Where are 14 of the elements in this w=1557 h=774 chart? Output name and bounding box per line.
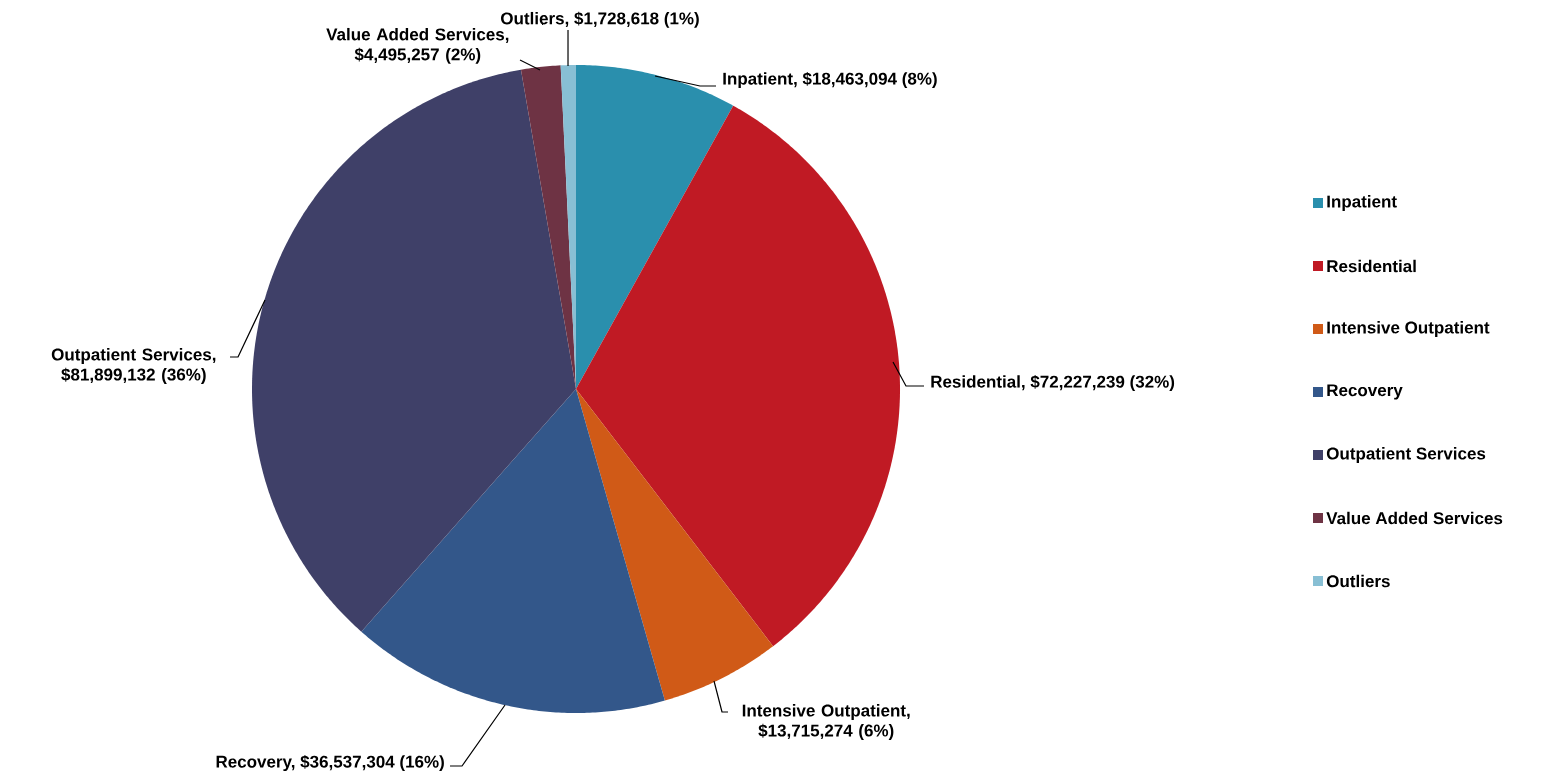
data-label: Intensive Outpatient, $13,715,274 (6%)	[742, 704, 910, 740]
legend-label: Value Added Services	[1326, 511, 1503, 525]
data-label: Value Added Services, $4,495,257 (2%)	[326, 27, 509, 64]
legend-label: Outliers	[1326, 574, 1390, 588]
legend-label: Outpatient Services	[1326, 447, 1486, 463]
legend-label: Inpatient	[1327, 195, 1397, 211]
legend-label: Recovery	[1327, 384, 1403, 400]
legend-label: Intensive Outpatient	[1327, 321, 1490, 337]
data-label: Outpatient Services, $81,899,132 (36%)	[51, 348, 216, 384]
data-label: Recovery, $36,537,304 (16%)	[216, 754, 444, 772]
data-label: Inpatient, $18,463,094 (8%)	[723, 71, 937, 89]
legend-label: Residential	[1327, 259, 1416, 273]
data-label: Residential, $72,227,239 (32%)	[931, 374, 1175, 392]
data-label: Outliers, $1,728,618 (1%)	[501, 11, 699, 28]
